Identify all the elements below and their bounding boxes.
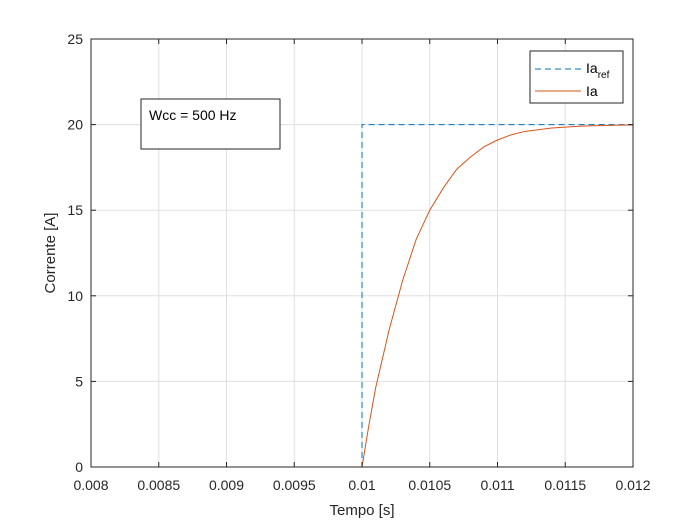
x-tick-label: 0.011 — [481, 477, 515, 493]
legend-frame — [529, 50, 624, 104]
x-tick-label: 0.009 — [209, 477, 244, 493]
x-tick-label: 0.0105 — [408, 477, 451, 493]
legend: Iaref Ia — [529, 50, 624, 104]
y-tick-label: 25 — [67, 31, 83, 47]
legend-label-ia-ref: Iaref — [586, 60, 610, 81]
x-tick-label: 0.0085 — [137, 477, 180, 493]
y-tick-label: 15 — [67, 202, 83, 218]
y-tick-label: 20 — [67, 117, 83, 133]
y-tick-labels: 0 5 10 15 20 25 — [67, 31, 83, 475]
annotation-text: Wcc = 500 Hz — [149, 107, 237, 123]
x-tick-label: 0.0115 — [544, 477, 586, 493]
y-tick-label: 0 — [75, 459, 83, 475]
x-axis-label: Tempo [s] — [329, 502, 394, 519]
x-tick-label: 0.0095 — [273, 477, 316, 493]
x-tick-labels: 0.008 0.0085 0.009 0.0095 0.01 0.0105 0.011 0.0… — [73, 477, 650, 493]
annotation-box: Wcc = 500 Hz — [140, 98, 281, 150]
y-tick-label: 10 — [67, 288, 83, 304]
x-tick-label: 0.008 — [73, 477, 108, 493]
y-axis-label: Corrente [A] — [42, 213, 59, 294]
series-ia-line — [91, 124, 634, 468]
y-tick-label: 5 — [75, 373, 83, 389]
ticks — [90, 38, 634, 468]
x-tick-label: 0.012 — [615, 477, 650, 493]
legend-label-ia: Ia — [586, 83, 598, 99]
x-tick-label: 0.01 — [348, 477, 375, 493]
